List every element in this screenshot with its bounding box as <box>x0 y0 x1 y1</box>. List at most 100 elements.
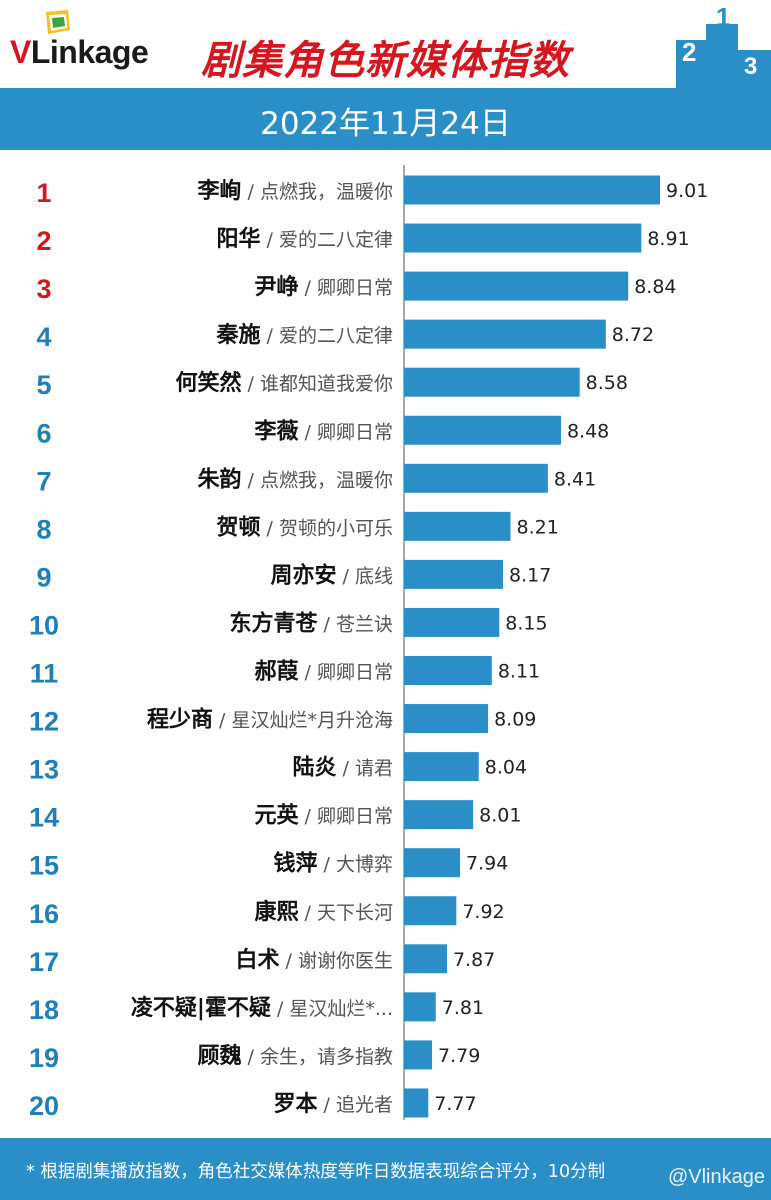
bar <box>404 800 474 830</box>
character-label: 康熙 / 天下长河 <box>254 899 393 925</box>
bar <box>404 559 504 589</box>
character-label: 罗本 / 追光者 <box>273 1092 393 1117</box>
character-label: 周亦安 / 底线 <box>270 562 393 588</box>
character-label: 元英 / 卿卿日常 <box>254 804 393 829</box>
bar <box>404 656 492 685</box>
character-label: 顾魏 / 余生，请多指教 <box>197 1043 393 1069</box>
value-label: 8.84 <box>634 276 676 298</box>
value-label: 8.01 <box>479 805 521 827</box>
page-title: 剧集角色新媒体指数 <box>201 38 570 84</box>
character-label: 东方青苍 / 苍兰诀 <box>229 610 393 636</box>
rank-label: 2 <box>36 226 51 256</box>
character-name: 康熙 <box>254 899 298 925</box>
character-label: 尹峥 / 卿卿日常 <box>254 274 393 300</box>
rank-label: 15 <box>29 851 59 881</box>
show-name: 点燃我，温暖你 <box>260 181 393 203</box>
value-label: 7.92 <box>462 901 504 923</box>
rank-label: 14 <box>29 803 59 833</box>
value-label: 8.91 <box>647 228 689 250</box>
rank-label: 20 <box>29 1091 59 1121</box>
bar <box>404 1088 429 1118</box>
label-separator: / <box>299 806 317 828</box>
show-name: 点燃我，温暖你 <box>260 469 393 491</box>
label-separator: / <box>242 181 260 203</box>
character-label: 程少商 / 星汉灿烂*月升沧海 <box>147 707 393 733</box>
character-name: 尹峥 <box>254 274 298 300</box>
date-label: 2022年11月24日 <box>260 106 511 142</box>
character-name: 陆炎 <box>292 756 336 781</box>
label-separator: / <box>242 373 260 395</box>
vlinkage-logo: VLinkage <box>10 34 149 70</box>
footnote: * 根据剧集播放指数，角色社交媒体热度等昨日数据表现综合评分，10分制 <box>26 1162 606 1182</box>
value-label: 8.58 <box>586 372 628 394</box>
value-label: 7.94 <box>466 853 508 875</box>
bar <box>404 223 642 253</box>
character-label: 秦施 / 爱的二八定律 <box>215 322 393 348</box>
show-name: 底线 <box>355 565 393 587</box>
label-separator: / <box>299 662 317 684</box>
label-separator: / <box>299 902 317 924</box>
character-name: 罗本 <box>273 1092 317 1117</box>
bar <box>404 415 561 445</box>
rank-label: 16 <box>29 899 59 929</box>
value-label: 8.11 <box>498 661 540 683</box>
bar <box>404 896 457 926</box>
footer: * 根据剧集播放指数，角色社交媒体热度等昨日数据表现综合评分，10分制 @Vli… <box>0 1138 771 1200</box>
character-label: 李峋 / 点燃我，温暖你 <box>196 178 393 204</box>
character-name: 元英 <box>254 804 299 829</box>
show-name: 苍兰诀 <box>336 613 393 635</box>
show-name: 谢谢你医生 <box>298 950 393 972</box>
vlinkage-logo-icon <box>46 10 70 34</box>
rank-label: 17 <box>29 947 59 977</box>
character-name: 阳华 <box>216 226 260 252</box>
rank-label: 10 <box>29 610 59 640</box>
ranking-chart: 1 李峋 / 点燃我，温暖你 9.01 2 阳华 / 爱的二八定律 8.91 3 尹峥 / 卿… <box>29 165 708 1121</box>
label-separator: / <box>280 950 298 972</box>
rank-label: 18 <box>29 995 59 1025</box>
value-label: 8.09 <box>494 709 536 731</box>
character-label: 阳华 / 爱的二八定律 <box>216 226 393 252</box>
label-separator: / <box>337 758 355 780</box>
rank-label: 11 <box>30 659 59 689</box>
character-name: 李峋 <box>196 178 241 204</box>
character-name: 朱韵 <box>197 466 241 492</box>
rank-label: 5 <box>36 370 51 400</box>
value-label: 8.48 <box>567 420 609 442</box>
label-separator: / <box>299 421 317 443</box>
show-name: 谁都知道我爱你 <box>260 373 393 395</box>
value-label: 8.72 <box>612 324 654 346</box>
value-label: 9.01 <box>666 180 708 202</box>
bar <box>404 944 447 974</box>
bar <box>404 511 511 541</box>
show-name: 星汉灿烂*月升沧海 <box>231 710 393 732</box>
rank-label: 13 <box>29 755 59 785</box>
character-label: 郝葭 / 卿卿日常 <box>254 660 393 685</box>
character-name: 何笑然 <box>175 370 241 396</box>
label-separator: / <box>271 998 289 1020</box>
character-label: 凌不疑|霍不疑 / 星汉灿烂*... <box>131 996 393 1021</box>
character-name: 钱萍 <box>273 851 317 877</box>
bar <box>404 1040 433 1070</box>
character-name: 贺顿 <box>216 515 260 540</box>
value-label: 8.04 <box>485 757 527 779</box>
label-separator: / <box>318 854 336 876</box>
value-label: 7.79 <box>438 1045 480 1067</box>
character-name: 顾魏 <box>197 1043 241 1069</box>
bar <box>404 367 580 397</box>
show-name: 余生，请多指教 <box>260 1046 393 1068</box>
date-banner: 2022年11月24日 <box>0 88 771 150</box>
rank-label: 8 <box>36 514 51 544</box>
podium-label-2: 2 <box>682 37 696 67</box>
show-name: 卿卿日常 <box>317 277 393 299</box>
label-separator: / <box>261 229 279 251</box>
show-name: 卿卿日常 <box>317 421 393 443</box>
show-name: 爱的二八定律 <box>279 229 393 251</box>
character-name: 白术 <box>235 947 279 973</box>
value-label: 8.21 <box>517 516 559 538</box>
bar <box>404 848 461 878</box>
show-name: 星汉灿烂*... <box>289 998 393 1020</box>
label-separator: / <box>299 277 317 299</box>
show-name: 卿卿日常 <box>317 806 393 828</box>
character-label: 李薇 / 卿卿日常 <box>253 419 393 444</box>
show-name: 追光者 <box>336 1094 393 1116</box>
